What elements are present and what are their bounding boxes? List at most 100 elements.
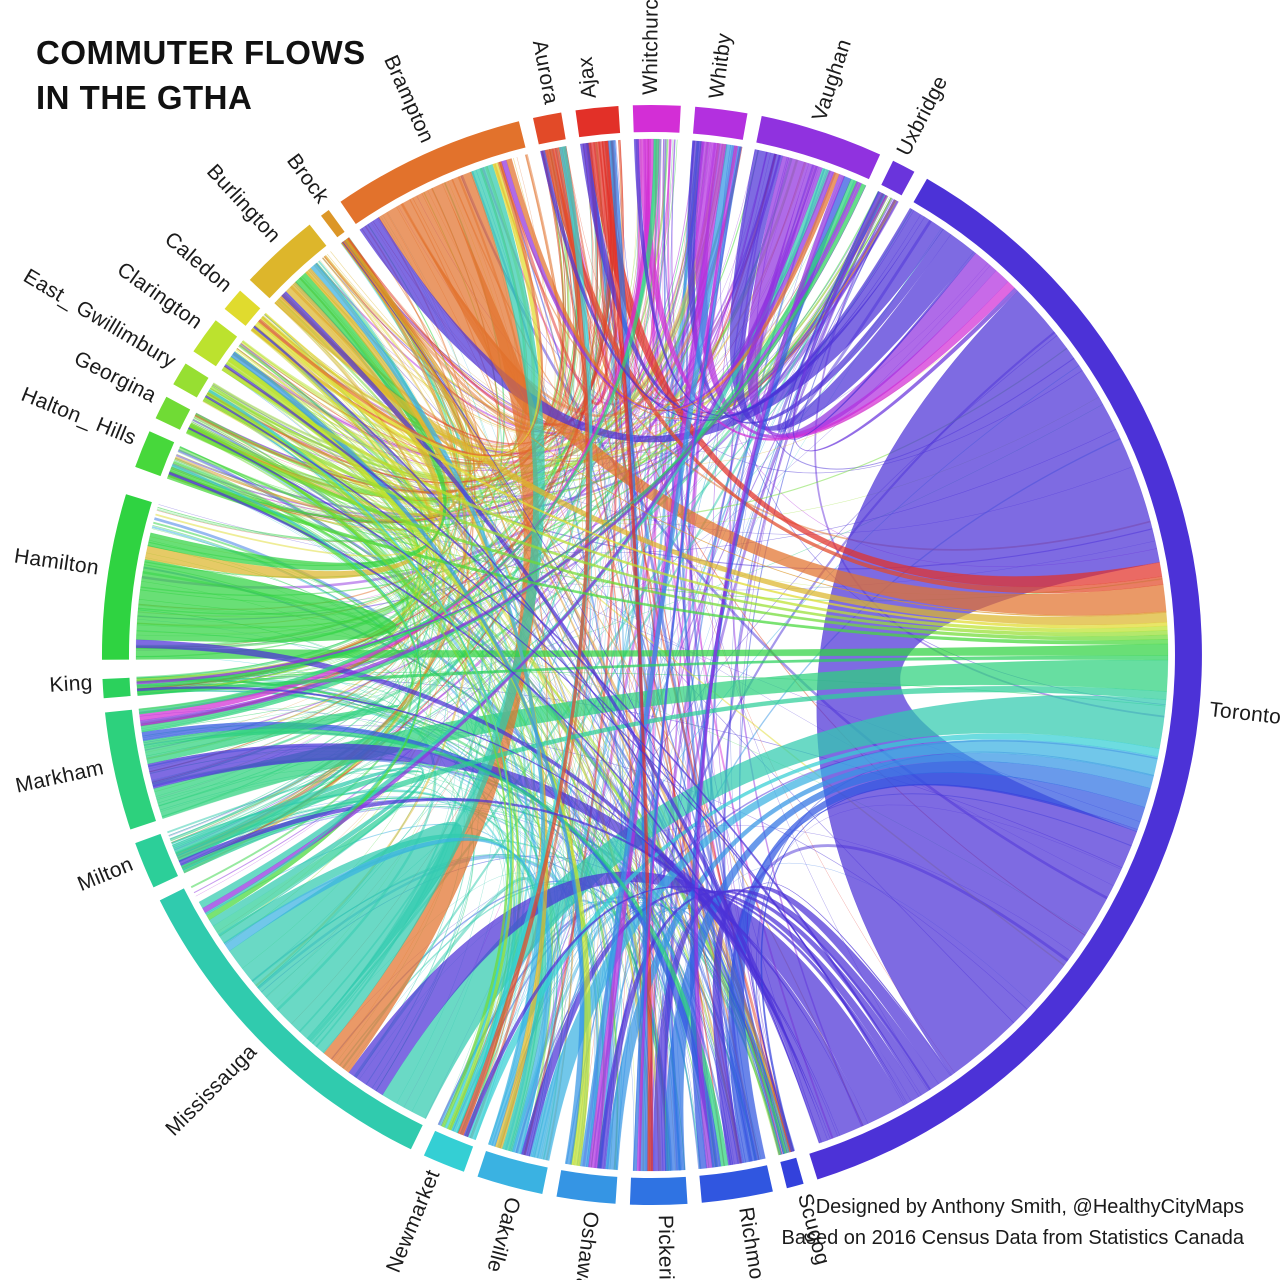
arc-label-brock: Brock — [282, 150, 333, 208]
chord-toronto — [633, 138, 915, 417]
chord-pickering — [632, 145, 742, 1172]
chord-toronto — [178, 797, 869, 1127]
page-title: COMMUTER FLOWS IN THE GTHA — [36, 30, 366, 120]
arc-halton_hills — [135, 431, 175, 477]
chord-hamilton — [147, 272, 447, 571]
arc-king — [102, 677, 131, 699]
arc-label-mississauga: Mississauga — [161, 1040, 261, 1141]
chord-toronto — [136, 686, 841, 1137]
chord-toronto — [784, 190, 976, 440]
chord-king — [137, 655, 1169, 696]
chord-oshawa — [604, 752, 1154, 1171]
chord-toronto — [652, 889, 939, 1172]
chord-mississauga — [171, 463, 422, 916]
mesh-chord — [342, 178, 852, 435]
arc-oakville — [477, 1151, 548, 1194]
arc-label-whitchurch_stouffville: Whitchurch_Stouffville — [639, 0, 664, 95]
arc-label-markham: Markham — [13, 756, 105, 797]
chord-oshawa — [579, 144, 735, 1168]
arc-vaughan — [756, 116, 881, 180]
arc-uxbridge — [881, 160, 915, 196]
arc-hamilton — [101, 494, 152, 660]
mesh-chord — [499, 143, 608, 406]
arc-newmarket — [423, 1130, 474, 1172]
arc-label-aurora: Aurora — [528, 38, 563, 106]
chord-toronto — [253, 325, 823, 1144]
arc-label-hamilton: Hamilton — [13, 544, 101, 579]
chord-caledon — [250, 327, 1168, 629]
arc-oshawa — [556, 1170, 618, 1204]
chord-ajax — [602, 140, 654, 1172]
mesh-chord — [167, 149, 566, 524]
arc-east_gwillimbury — [173, 363, 209, 398]
arc-milton — [135, 833, 178, 888]
chord-vaughan — [136, 185, 867, 685]
arc-brock — [321, 210, 345, 238]
chord-oakville — [310, 262, 546, 1147]
chord-brampton — [401, 183, 538, 425]
chord-caledon — [254, 162, 542, 458]
arc-brampton — [340, 121, 526, 224]
mesh-chord — [253, 327, 791, 1153]
chord-markham — [142, 728, 729, 1167]
arc-pickering — [629, 1176, 688, 1206]
arc-richmond_hill — [699, 1165, 773, 1203]
credit-line1: Designed by Anthony Smith, @HealthyCityM… — [815, 1196, 1244, 1218]
chord-toronto — [746, 882, 952, 1153]
arc-label-uxbridge: Uxbridge — [892, 72, 952, 159]
arc-label-vaughan: Vaughan — [808, 36, 856, 124]
chord-vaughan — [694, 173, 845, 1169]
arc-markham — [105, 709, 156, 830]
arc-mississauga — [159, 888, 423, 1150]
mesh-chord — [323, 149, 575, 433]
mesh-chord — [143, 241, 460, 745]
arc-whitby — [693, 106, 748, 140]
mesh-chord — [322, 257, 570, 1160]
chord-toronto — [596, 890, 929, 1170]
arc-label-milton: Milton — [74, 853, 136, 896]
chord-toronto — [281, 291, 828, 1143]
arc-label-richmond_hill: Richmond_Hill — [734, 1205, 779, 1280]
chord-georgina — [186, 428, 1169, 641]
chord-toronto — [342, 241, 820, 1144]
arc-label-king: King — [49, 671, 94, 697]
mesh-chord — [210, 197, 892, 488]
mesh-chord — [136, 141, 610, 679]
arc-ajax — [575, 106, 621, 138]
arc-scugog — [780, 1157, 804, 1189]
credit-line2: Based on 2016 Census Data from Statistic… — [781, 1227, 1244, 1249]
chord-uxbridge — [792, 191, 1019, 452]
chord-brampton — [257, 161, 544, 457]
chord-toronto — [712, 885, 951, 1166]
mesh-chord — [135, 238, 461, 658]
arc-whitchurch_stouffville — [632, 104, 681, 133]
arc-label-ajax: Ajax — [574, 55, 601, 99]
arc-label-brampton: Brampton — [379, 52, 438, 147]
arc-label-toronto: Toronto — [1208, 698, 1280, 729]
title-line2: IN THE GTHA — [36, 79, 253, 116]
arc-label-burlington: Burlington — [202, 160, 285, 247]
arc-label-pickering: Pickering — [654, 1215, 678, 1280]
mesh-chord — [174, 237, 468, 523]
arc-caledon — [224, 290, 261, 326]
chord-ajax — [587, 141, 1163, 588]
chord-toronto — [223, 363, 922, 1097]
chord-toronto — [463, 886, 912, 1138]
chord-hamilton — [135, 558, 397, 642]
chord-newmarket — [208, 388, 513, 1129]
mesh-chord — [181, 805, 668, 1171]
arc-label-oakville: Oakville — [482, 1195, 524, 1275]
chord-toronto — [168, 471, 831, 1141]
mesh-chord — [148, 539, 598, 1168]
chord-markham — [144, 705, 399, 765]
title-line1: COMMUTER FLOWS — [36, 34, 366, 71]
credit-text: Designed by Anthony Smith, @HealthyCityM… — [782, 1192, 1244, 1254]
chord-milton — [174, 770, 425, 935]
chord-toronto — [187, 426, 908, 1105]
arc-clarington — [193, 320, 238, 367]
chord-ribbons-layer — [135, 138, 1169, 1172]
chord-toronto — [204, 395, 907, 1106]
arc-aurora — [533, 112, 566, 145]
